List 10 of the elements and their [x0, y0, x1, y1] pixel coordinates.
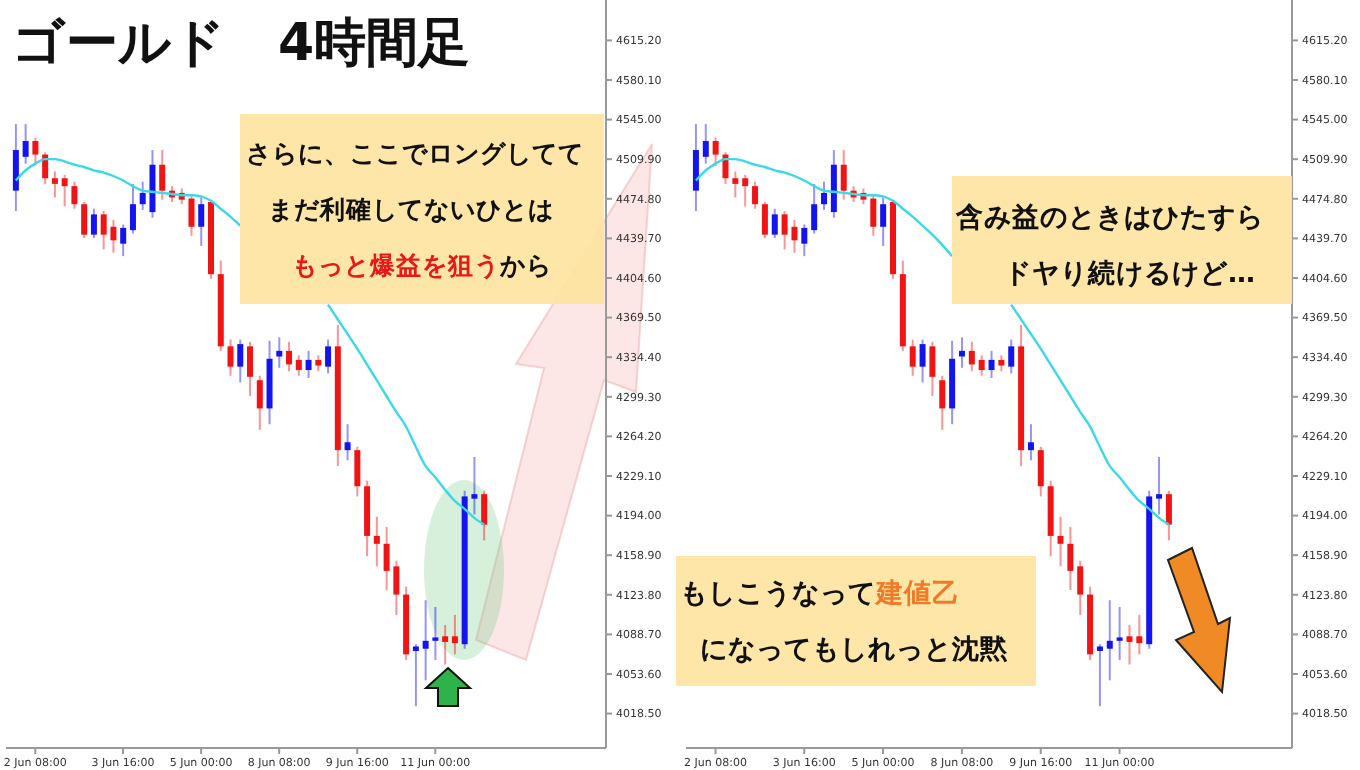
annotation: さらに、ここでロングしてて [246, 138, 584, 168]
annotation: まだ利確してないひとは [268, 194, 554, 224]
annotation: から [498, 250, 552, 280]
annotation: もしこうなって [680, 578, 876, 610]
annotation: 含み益のときはひたすら [954, 202, 1264, 234]
annotation: 建値乙 [874, 578, 960, 610]
annotation: になってもしれっと沈黙 [700, 634, 1010, 666]
annotation: ドヤり続けるけど… [1004, 258, 1255, 290]
annotation: もっと爆益を狙う [292, 250, 500, 280]
chart-title: ゴールド 4時間足 [12, 12, 471, 78]
